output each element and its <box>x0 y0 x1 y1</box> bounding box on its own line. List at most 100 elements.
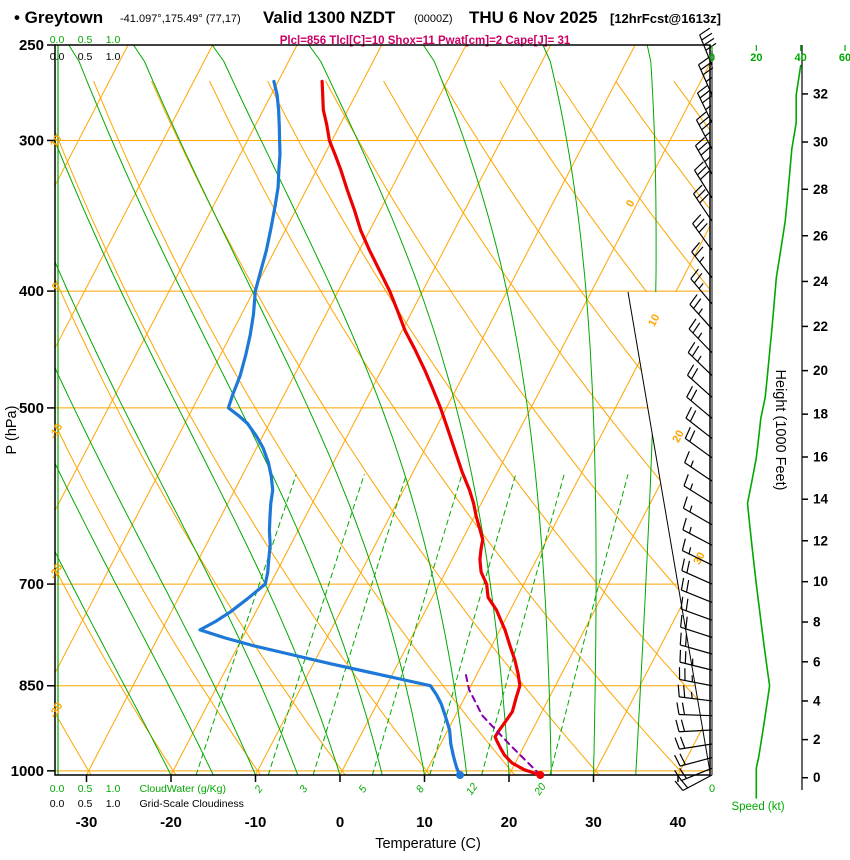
dry-adiabat-line <box>325 80 710 775</box>
dry-adiabat-lines <box>55 80 850 775</box>
barb-full <box>674 754 681 767</box>
height-tick-label: 6 <box>813 654 821 669</box>
isotherm-label: 0 <box>624 198 637 209</box>
background-grid <box>55 45 850 775</box>
temp-tick-label: -20 <box>160 814 182 831</box>
cloudiness-scale-top: 0.0 0.5 1.0 <box>43 47 127 65</box>
mixing-ratio-lines <box>195 474 629 775</box>
barb-full <box>684 426 691 439</box>
moist-adiabat-line <box>542 45 597 775</box>
wind-barbs-column <box>674 27 717 792</box>
height-tick-label: 2 <box>813 732 821 747</box>
height-tick-label: 4 <box>813 693 821 708</box>
barb-full <box>700 146 711 156</box>
barb-full <box>685 616 688 629</box>
wind-barb <box>695 111 713 150</box>
dry-adiabat-line <box>55 80 262 775</box>
barb-full <box>693 272 703 284</box>
height-tick-label: 16 <box>813 450 829 465</box>
height-tick-label: 22 <box>813 319 828 334</box>
moist-adiabat-line <box>211 45 468 775</box>
barb-full <box>694 161 704 171</box>
barb-full <box>681 558 686 571</box>
moist-adiabat-line <box>55 45 214 775</box>
barb-full <box>698 116 709 126</box>
cloudiness-scale-1: 0.5 <box>77 51 93 63</box>
wind-barb <box>674 736 713 750</box>
height-tick-label: 20 <box>813 363 828 378</box>
wind-barb <box>694 137 713 175</box>
cloudwater-scale-bottom: 0.0 0.5 1.0 CloudWater (g/Kg) <box>43 779 226 797</box>
grid-clip-diagonal <box>627 291 711 773</box>
barb-full <box>698 222 708 233</box>
barb-full <box>680 596 684 610</box>
barb-staff <box>694 169 713 199</box>
moist-adiabat-line <box>133 45 425 775</box>
barb-full <box>700 62 712 71</box>
pressure-tick-label: 700 <box>19 576 44 593</box>
barb-half <box>698 283 704 290</box>
barb-full <box>695 218 705 229</box>
plot-border <box>54 44 711 776</box>
barb-staff <box>690 278 713 305</box>
wind-barb <box>696 85 713 123</box>
wind-barb <box>683 474 713 504</box>
isotherm-line <box>255 45 636 775</box>
isotherm-line <box>55 45 383 775</box>
speed-scale-label: 0 <box>709 52 715 64</box>
barb-full <box>697 141 708 151</box>
wind-barb <box>682 496 713 526</box>
isotherm-line <box>55 45 214 775</box>
isotherm-line <box>508 45 710 775</box>
cloudiness-scale-2: 1.0 <box>105 51 121 63</box>
barb-full <box>685 406 692 419</box>
surface-dewpoint-dot <box>455 771 464 779</box>
barb-full <box>690 268 699 280</box>
wind-barb <box>686 364 713 398</box>
isotherm-lines <box>55 45 710 775</box>
barb-full <box>679 753 686 765</box>
mixing-ratio-label: 3 <box>297 783 310 795</box>
dry-adiabat-label: 0 <box>50 281 63 292</box>
mixing-ratio-line <box>549 474 629 775</box>
moist-adiabat-line <box>55 45 172 775</box>
barb-full <box>699 27 711 36</box>
barb-full <box>697 85 708 94</box>
barb-full <box>679 767 688 779</box>
barb-full <box>696 189 706 199</box>
dry-adiabat-line <box>499 80 710 775</box>
height-tick-label: 8 <box>813 615 821 630</box>
mixing-ratio-label: 2 <box>252 783 266 796</box>
barb-full <box>695 137 706 147</box>
barb-full <box>685 579 690 593</box>
barb-staff <box>679 743 713 750</box>
wind-barb <box>681 538 713 566</box>
barb-half <box>690 691 693 699</box>
height-tick-label: 10 <box>813 574 828 589</box>
barb-full <box>689 430 696 442</box>
barb-full <box>675 719 680 732</box>
cloudiness-scale-2: 1.0 <box>105 798 121 810</box>
barb-full <box>686 364 695 376</box>
barb-staff <box>683 485 713 504</box>
dry-adiabat-line <box>732 81 850 775</box>
barb-half <box>705 77 712 83</box>
barb-half <box>688 547 692 554</box>
barb-half <box>697 355 702 362</box>
mixing-ratio-label: 5 <box>356 783 369 795</box>
wind-barb <box>681 558 713 585</box>
height-tick-label: 14 <box>813 492 829 507</box>
barb-full <box>679 736 686 749</box>
isotherm-label: 10 <box>646 312 662 328</box>
cloudwater-scale-1: 0.5 <box>77 783 93 795</box>
mixing-ratio-label: 20 <box>532 781 549 798</box>
barb-full <box>691 242 701 253</box>
moist-adiabat-line <box>422 45 552 775</box>
barb-full <box>674 737 680 750</box>
wind-barb <box>675 719 713 733</box>
barb-full <box>698 57 709 66</box>
height-tick-label: 28 <box>813 182 829 197</box>
pressure-axis-title: P (hPa) <box>4 406 20 455</box>
